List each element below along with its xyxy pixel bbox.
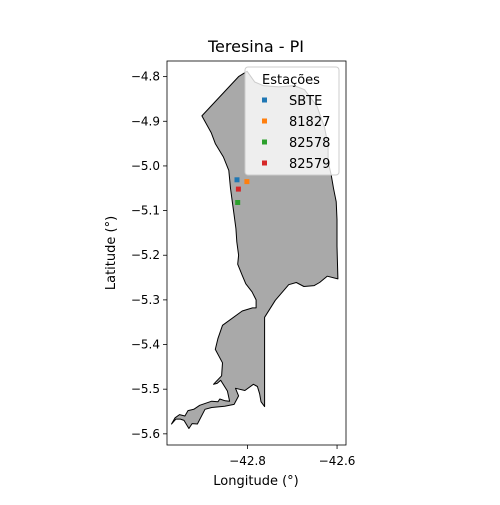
station-marker-SBTE <box>234 177 240 183</box>
station-layer <box>234 177 250 205</box>
legend-title: Estações <box>262 73 320 88</box>
y-tick-label: −5.2 <box>131 248 160 262</box>
legend-marker-SBTE <box>262 97 267 103</box>
station-marker-82578 <box>235 200 241 205</box>
legend-marker-82578 <box>262 139 267 145</box>
y-tick-label: −5.3 <box>131 293 160 307</box>
x-tick-label: −42.8 <box>229 454 266 468</box>
y-tick-label: −5.6 <box>131 427 160 441</box>
map-title: Teresina - PI <box>207 37 304 56</box>
y-axis-ticks: −4.8 −4.9 −5.0 −5.1 −5.2 −5.3 −5.4 −5.5 −5.6 <box>131 70 167 441</box>
station-marker-82579 <box>235 186 241 192</box>
legend-label: 82579 <box>289 157 330 172</box>
legend-marker-81827 <box>262 118 267 124</box>
y-tick-label: −4.9 <box>131 114 160 128</box>
y-tick-label: −5.5 <box>131 382 160 396</box>
legend-label: 82578 <box>289 136 330 151</box>
y-axis-label: Latitude (°) <box>104 216 119 290</box>
legend-box <box>244 66 340 176</box>
x-tick-label: −42.6 <box>319 454 356 468</box>
station-marker-81827 <box>244 179 250 185</box>
x-axis-ticks: −42.8 −42.6 <box>229 445 355 468</box>
y-tick-label: −5.4 <box>131 338 160 352</box>
legend-label: 81827 <box>289 115 330 130</box>
legend-marker-82579 <box>262 160 267 166</box>
x-axis-label: Longitude (°) <box>213 474 298 489</box>
y-tick-label: −5.1 <box>131 204 160 218</box>
legend-label: SBTE <box>289 94 322 109</box>
y-tick-label: −5.0 <box>131 159 160 173</box>
legend: Estações SBTE 81827 82578 82579 <box>244 66 340 176</box>
y-tick-label: −4.8 <box>131 70 160 84</box>
axes-frame <box>166 60 347 446</box>
legend-entries: SBTE 81827 82578 82579 <box>262 94 330 172</box>
